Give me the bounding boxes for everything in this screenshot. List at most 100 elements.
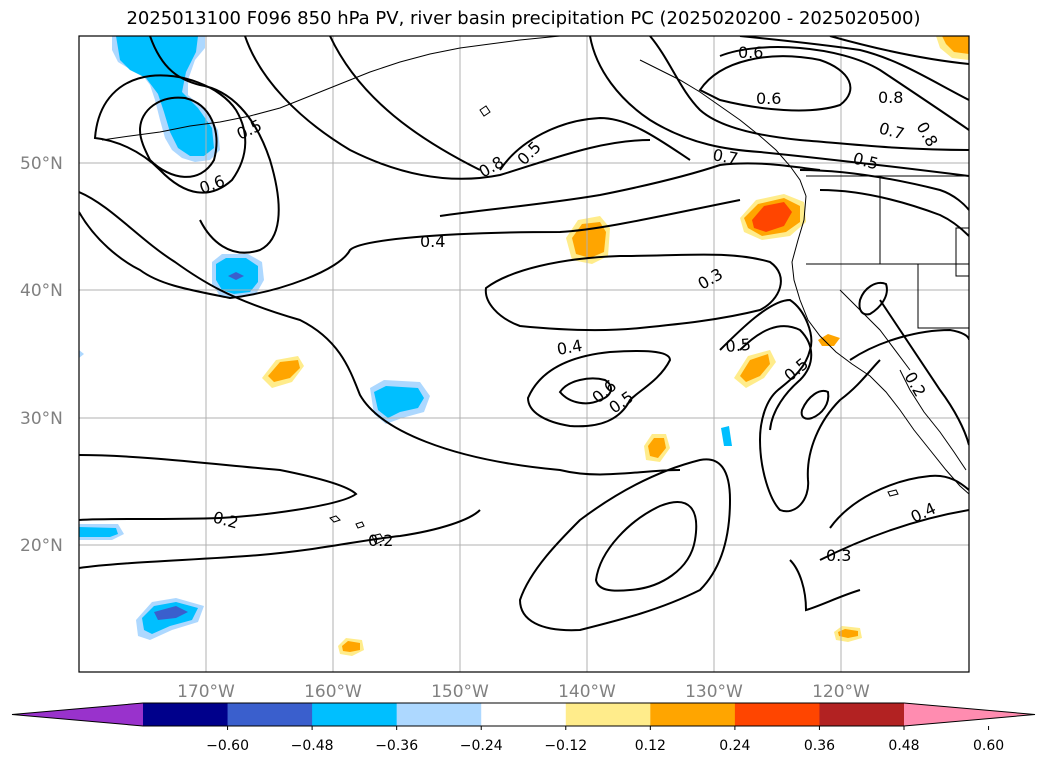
colorbar-bin xyxy=(481,703,567,726)
colorbar: −0.60 −0.48 −0.36 −0.24 −0.12 0.12 0.24 0.36 0.4… xyxy=(11,702,1036,754)
pv-contour-line xyxy=(484,253,782,332)
colorbar-outline xyxy=(11,702,1036,727)
coastline-westcoast xyxy=(791,195,969,495)
pv-contour-line xyxy=(79,454,358,521)
colorbar-bin xyxy=(143,703,229,726)
precip-blob-negative xyxy=(721,426,732,446)
lon-label: 170°W xyxy=(177,682,235,702)
lon-label: 160°W xyxy=(304,682,362,702)
pv-contour-line xyxy=(79,509,481,569)
lon-label: 120°W xyxy=(812,682,870,702)
colorbar-extend-low xyxy=(12,703,143,726)
pv-contour-line xyxy=(799,169,969,211)
contour-label: 0.3 xyxy=(826,546,851,565)
contour-label: 0.5 xyxy=(725,335,752,356)
precip-blob-negative xyxy=(374,386,424,418)
border-line xyxy=(917,264,969,329)
lon-label: 150°W xyxy=(431,682,489,702)
colorbar-tick-label: 0.36 xyxy=(804,738,835,754)
pv-contour-line xyxy=(800,390,830,420)
lat-label: 30°N xyxy=(20,409,63,429)
pv-contour-line xyxy=(819,509,969,561)
colorbar-tick-label: −0.60 xyxy=(206,738,249,754)
map-plot-area xyxy=(79,36,969,672)
pv-contour-line xyxy=(739,36,969,101)
latitude-labels: 50°N 40°N 30°N 20°N xyxy=(20,154,63,556)
contour-label: 0.4 xyxy=(555,336,583,359)
pv-contour-line xyxy=(329,36,481,171)
lon-label: 140°W xyxy=(558,682,616,702)
island xyxy=(355,521,365,529)
pv-contours xyxy=(79,36,969,632)
lat-label: 20°N xyxy=(20,536,63,556)
coastline-baja xyxy=(899,369,967,471)
contour-label: 0.6 xyxy=(738,43,763,62)
pv-contour-line xyxy=(719,298,881,513)
colorbar-tick-label: 0.48 xyxy=(888,738,919,754)
precip-blob-positive xyxy=(838,629,858,638)
precip-blob-positive xyxy=(942,36,969,54)
graticule xyxy=(79,36,969,672)
lon-label: 130°W xyxy=(685,682,743,702)
pv-contour-line xyxy=(138,96,218,178)
pv-contour-line xyxy=(594,501,698,592)
pv-contour-line xyxy=(698,55,852,112)
longitude-labels: 170°W 160°W 150°W 140°W 130°W 120°W xyxy=(177,682,870,702)
pv-contour-line xyxy=(558,377,612,405)
colorbar-tick-label: 0.24 xyxy=(719,738,750,754)
pv-contour-line xyxy=(526,349,672,428)
precip-blob-positive xyxy=(740,354,770,382)
colorbar-extend-high xyxy=(904,703,1035,726)
coastlines xyxy=(101,36,969,545)
pv-contour-line xyxy=(79,191,681,476)
pv-contour-line xyxy=(93,74,247,194)
pv-contour-line xyxy=(589,36,969,177)
coastline-alaska xyxy=(101,36,561,141)
pv-contour-line xyxy=(79,199,741,300)
pv-contour-line xyxy=(789,559,861,612)
map-title: 2025013100 F096 850 hPa PV, river basin … xyxy=(126,8,921,29)
precip-blob-positive xyxy=(648,438,666,458)
pv-contour-line xyxy=(149,36,280,254)
pv-contour-line xyxy=(879,299,969,446)
contour-label: 0.7 xyxy=(711,145,739,168)
precip-blob-positive xyxy=(268,360,300,382)
colorbar-bin xyxy=(565,703,651,726)
pv-contour-line xyxy=(829,36,969,65)
colorbar-tick-label: 0.12 xyxy=(635,738,666,754)
colorbar-tick-label: −0.36 xyxy=(375,738,418,754)
island xyxy=(329,515,341,523)
coastline-alaska xyxy=(639,59,807,197)
lat-label: 40°N xyxy=(20,281,63,301)
pv-contour-line xyxy=(829,474,969,529)
precip-blob-positive xyxy=(752,202,792,232)
colorbar-bin xyxy=(650,703,736,726)
precip-blob-positive xyxy=(818,334,840,346)
map-frame xyxy=(78,35,970,673)
colorbar-bin xyxy=(312,703,398,726)
colorbar-tick-label: −0.12 xyxy=(544,738,587,754)
colorbar-bin xyxy=(396,703,482,726)
pv-contour-line xyxy=(439,162,821,217)
island xyxy=(371,533,385,545)
colorbar-bin xyxy=(819,703,905,726)
contour-label: 0.2 xyxy=(368,531,393,550)
colorbar-tick-label: −0.48 xyxy=(291,738,334,754)
pv-contour-line xyxy=(849,328,969,361)
island xyxy=(479,105,491,117)
precip-blob-negative xyxy=(79,527,118,537)
contour-label: 0.8 xyxy=(878,88,903,107)
pv-contour-line xyxy=(739,325,813,431)
colorbar-bin xyxy=(227,703,313,726)
precip-blob-strong xyxy=(228,272,244,280)
border-line xyxy=(955,227,969,277)
lat-label: 50°N xyxy=(20,154,63,174)
border-line xyxy=(839,289,911,371)
island xyxy=(887,489,899,497)
colorbar-bin xyxy=(734,703,820,726)
contour-label: 0.4 xyxy=(420,232,445,251)
pv-contour-line xyxy=(819,189,969,237)
precip-blob-negative xyxy=(79,350,84,358)
contour-label: 0.6 xyxy=(756,89,781,108)
